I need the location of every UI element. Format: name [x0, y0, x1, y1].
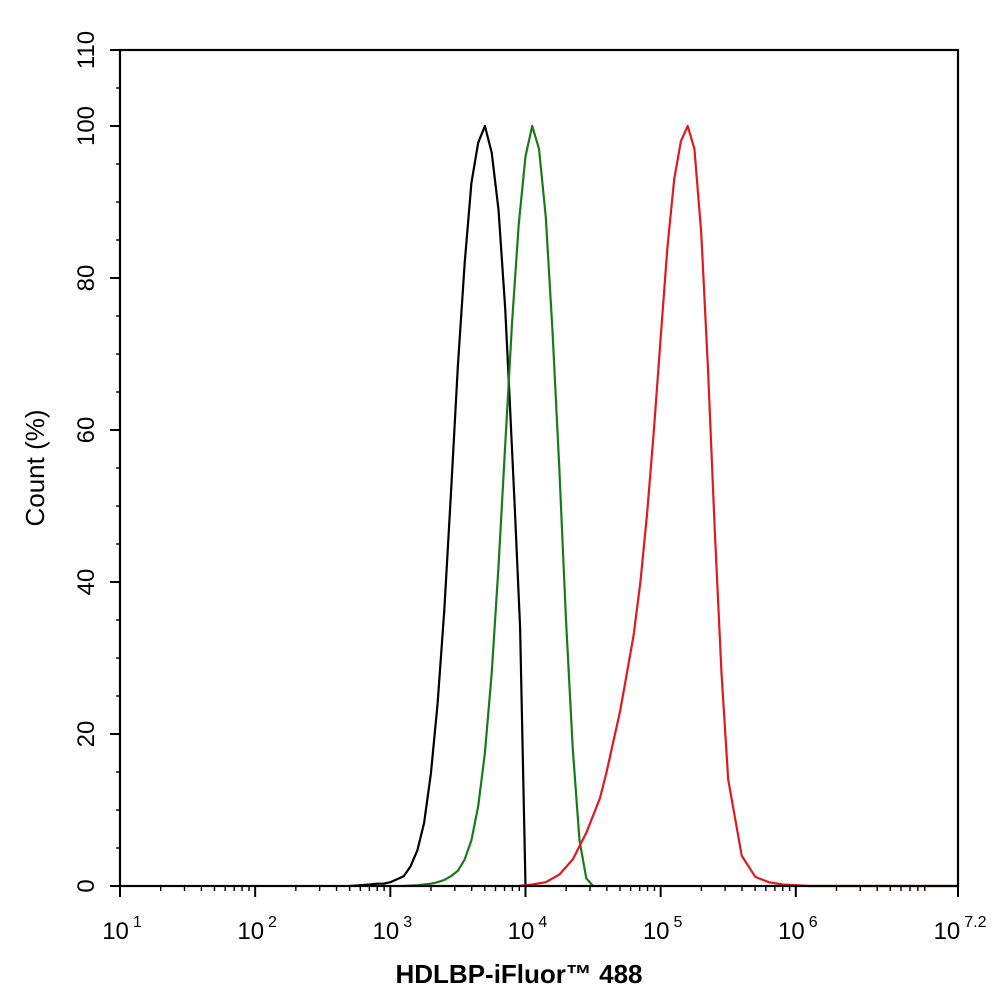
series-group [349, 124, 958, 888]
y-axis-title: Count (%) [20, 409, 50, 526]
y-tick-label: 40 [73, 569, 100, 596]
y-axis: 0 20 40 60 80 100 110 [73, 31, 120, 893]
x-tick-label: 10 6 [778, 914, 818, 945]
series-line-2 [403, 124, 594, 888]
y-tick-label: 110 [73, 31, 100, 69]
series-line-3 [518, 124, 958, 888]
y-tick-label: 0 [73, 879, 100, 892]
x-tick-label: 10 7.2 [934, 914, 987, 945]
x-tick-label: 10 2 [237, 914, 277, 945]
x-tick-label: 10 1 [102, 914, 142, 945]
x-axis: 10 1 10 2 10 3 10 4 10 5 10 6 10 7.2 [102, 886, 987, 945]
x-axis-title: HDLBP-iFluor™ 488 [395, 959, 642, 989]
y-tick-label: 100 [73, 106, 100, 146]
y-tick-label: 20 [73, 721, 100, 748]
x-tick-label: 10 5 [643, 914, 683, 945]
x-tick-label: 10 3 [373, 914, 413, 945]
y-tick-label: 60 [73, 417, 100, 444]
y-tick-label: 80 [73, 265, 100, 292]
plot-frame [118, 48, 960, 888]
series-line-1 [349, 124, 527, 888]
x-tick-label: 10 4 [508, 914, 548, 945]
